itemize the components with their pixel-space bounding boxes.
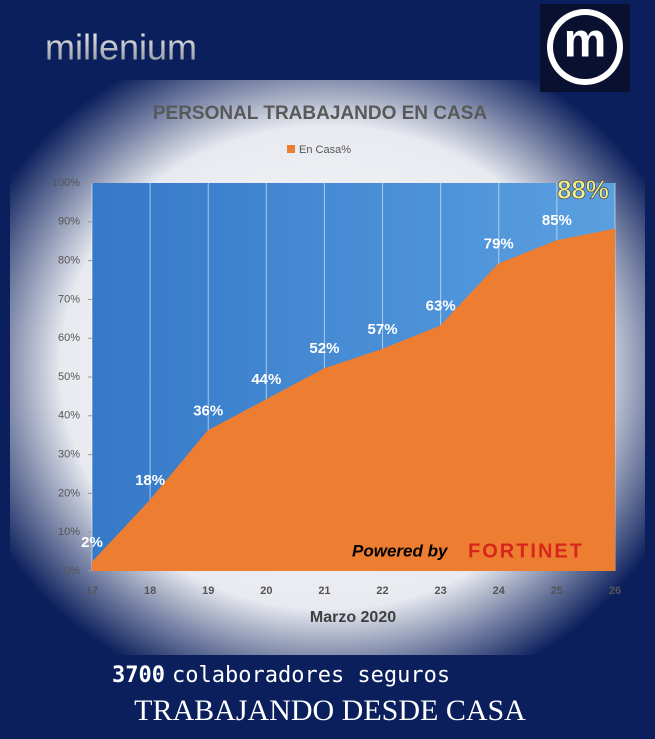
y-tick-label: 100% <box>52 177 80 189</box>
x-tick-label: 20 <box>260 585 272 597</box>
x-tick-label: 22 <box>376 585 388 597</box>
x-tick-label: 23 <box>435 585 447 597</box>
x-tick-label: 25 <box>551 585 563 597</box>
y-tick-label: 90% <box>58 216 80 228</box>
x-tick-label: 18 <box>144 585 156 597</box>
y-tick-label: 40% <box>58 410 80 422</box>
footer-text: colaboradores seguros <box>172 663 450 688</box>
data-label: 2% <box>81 534 103 551</box>
fortinet: FORTINET <box>468 540 584 562</box>
y-tick-label: 50% <box>58 371 80 383</box>
logo-letter: m <box>564 15 607 68</box>
area-line <box>91 228 616 564</box>
data-label: 57% <box>368 321 398 338</box>
y-tick-label: 0% <box>64 565 80 577</box>
y-tick-label: 30% <box>58 449 80 461</box>
x-axis-label: Marzo 2020 <box>310 609 396 626</box>
x-tick-label: 24 <box>493 585 506 597</box>
y-tick-label: 10% <box>58 526 80 538</box>
legend-swatch <box>287 145 295 153</box>
data-label: 36% <box>193 402 223 419</box>
y-tick-label: 70% <box>58 293 80 305</box>
brand-name: millenium <box>45 27 197 68</box>
data-label: 88% <box>557 174 609 204</box>
area <box>92 229 615 571</box>
x-tick-label: 19 <box>202 585 214 597</box>
x-tick-label: 26 <box>609 585 621 597</box>
data-label: 79% <box>484 235 514 252</box>
y-tick-label: 80% <box>58 255 80 267</box>
footer-count: 3700 <box>112 663 165 688</box>
logo-inner <box>553 15 617 79</box>
chart-title: PERSONAL TRABAJANDO EN CASA <box>153 103 488 124</box>
data-label: 85% <box>542 212 572 229</box>
x-tick-label: 21 <box>318 585 330 597</box>
data-label: 63% <box>426 298 456 315</box>
data-label: 52% <box>309 340 339 357</box>
data-label: 44% <box>251 371 281 388</box>
y-tick-label: 20% <box>58 487 80 499</box>
footer-headline: TRABAJANDO DESDE CASA <box>134 694 526 727</box>
y-tick-label: 60% <box>58 332 80 344</box>
legend-label: En Casa% <box>299 144 351 156</box>
data-label: 18% <box>135 472 165 489</box>
x-tick-label: 17 <box>86 585 98 597</box>
powered-by: Powered by <box>352 541 449 560</box>
